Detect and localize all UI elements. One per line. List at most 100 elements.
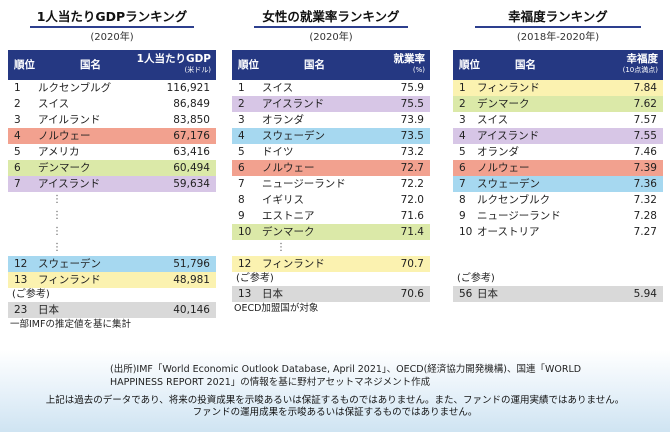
rank-cell: 6 [238, 162, 245, 174]
ellipsis-row: ⋮ [8, 240, 216, 256]
country-cell: デンマーク [262, 226, 315, 238]
header-country: 国名 [80, 59, 101, 71]
table-row: 4 アイスランド 7.55 [453, 128, 663, 144]
rank-cell: 56 [459, 288, 473, 300]
panel-year: (2020年) [90, 32, 134, 43]
rank-cell: 10 [459, 226, 473, 238]
ellipsis: ⋮ [52, 226, 62, 237]
rank-cell: 5 [459, 146, 466, 158]
country-cell: アメリカ [38, 146, 80, 158]
rank-cell: 13 [238, 288, 252, 300]
table-row: 10 デンマーク 71.4 [232, 224, 430, 240]
country-cell: デンマーク [38, 162, 91, 174]
gdp-ranking-panel: 1人当たりGDPランキング (2020年) 順位 国名 1人当たりGDP (米ドル… [8, 8, 216, 332]
value-cell: 71.6 [400, 210, 424, 222]
reference-label: (ご参考) [12, 289, 50, 300]
value-cell: 73.5 [400, 130, 424, 142]
table-body: 1 スイス 75.9 2 アイスランド 75.5 3 オランダ 73.9 4 スウェーデン 73.5 5… [232, 80, 430, 316]
table-row: 7 ニュージーランド 72.2 [232, 176, 430, 192]
table-row: 3 アイルランド 83,850 [8, 112, 216, 128]
table-row: 12 スウェーデン 51,796 [8, 256, 216, 272]
table-row: 10 オーストリア 7.27 [453, 224, 663, 240]
country-cell: ノルウェー [38, 130, 91, 142]
value-cell: 7.28 [633, 210, 657, 222]
rank-cell: 4 [14, 130, 21, 142]
rank-cell: 3 [459, 114, 466, 126]
country-cell: スウェーデン [477, 178, 540, 190]
female-employment-panel: 女性の就業率ランキング (2020年) 順位 国名 就業率 (%) 1 スイス 75.… [232, 8, 430, 316]
rank-cell: 9 [459, 210, 466, 222]
disclaimer-line-1: 上記は過去のデータであり、将来の投資成果を示唆あるいは保証するものではありません… [45, 395, 625, 406]
rank-cell: 1 [238, 82, 245, 94]
country-cell: ノルウェー [262, 162, 315, 174]
table-row: 8 ルクセンブルク 7.32 [453, 192, 663, 208]
ellipsis-row: ⋮ [8, 208, 216, 224]
country-cell: アイスランド [477, 130, 540, 142]
value-cell: 75.5 [400, 98, 424, 110]
value-cell: 63,416 [173, 146, 210, 158]
table-row: 1 フィンランド 7.84 [453, 80, 663, 96]
header-country: 国名 [515, 59, 536, 71]
value-cell: 51,796 [173, 258, 210, 270]
table-row: 9 ニュージーランド 7.28 [453, 208, 663, 224]
rank-cell: 2 [14, 98, 21, 110]
table-row: 56 日本 5.94 [453, 286, 663, 302]
country-cell: フィンランド [38, 274, 101, 286]
rank-cell: 8 [238, 194, 245, 206]
table-row: 7 アイスランド 59,634 [8, 176, 216, 192]
table-header: 順位 国名 就業率 (%) [232, 50, 430, 80]
footer-background [0, 350, 670, 432]
country-cell: ドイツ [262, 146, 294, 158]
value-cell: 75.9 [400, 82, 424, 94]
country-cell: アイスランド [38, 178, 101, 190]
table-row: 4 ノルウェー 67,176 [8, 128, 216, 144]
country-cell: デンマーク [477, 98, 530, 110]
value-cell: 73.9 [400, 114, 424, 126]
value-cell: 72.0 [400, 194, 424, 206]
table-header: 順位 国名 1人当たりGDP (米ドル) [8, 50, 216, 80]
panel-year: (2018年-2020年) [516, 32, 600, 43]
panel-title: 女性の就業率ランキング [254, 8, 408, 28]
country-cell: 日本 [477, 288, 498, 300]
rank-cell: 2 [459, 98, 466, 110]
value-cell: 86,849 [173, 98, 210, 110]
rank-cell: 10 [238, 226, 252, 238]
country-cell: ニュージーランド [477, 210, 561, 222]
ellipsis-row: ⋮ [8, 224, 216, 240]
happiness-ranking-panel: 幸福度ランキング (2018年-2020年) 順位 国名 幸福度 (10点満点) … [453, 8, 663, 302]
country-cell: アイルランド [38, 114, 101, 126]
rank-cell: 5 [14, 146, 21, 158]
country-cell: 日本 [262, 288, 283, 300]
rank-cell: 1 [459, 82, 466, 94]
rank-cell: 8 [459, 194, 466, 206]
country-cell: ルクセンブルグ [38, 82, 112, 94]
country-cell: エストニア [262, 210, 315, 222]
ellipsis: ⋮ [52, 194, 62, 205]
value-cell: 70.6 [400, 288, 424, 300]
rank-cell: 9 [238, 210, 245, 222]
value-cell: 60,494 [173, 162, 210, 174]
country-cell: ノルウェー [477, 162, 530, 174]
value-cell: 72.2 [400, 178, 424, 190]
ellipsis: ⋮ [52, 242, 62, 253]
value-cell: 7.39 [633, 162, 657, 174]
value-cell: 7.62 [633, 98, 657, 110]
country-cell: イギリス [262, 194, 304, 206]
country-cell: フィンランド [262, 258, 325, 270]
value-cell: 7.46 [633, 146, 657, 158]
country-cell: オランダ [262, 114, 304, 126]
country-cell: オランダ [477, 146, 519, 158]
disclaimer: 上記は過去のデータであり、将来の投資成果を示唆あるいは保証するものではありません… [0, 395, 670, 419]
value-cell: 116,921 [166, 82, 210, 94]
table-row: 6 デンマーク 60,494 [8, 160, 216, 176]
header-value: 幸福度 (10点満点) [622, 53, 658, 75]
country-cell: ルクセンブルク [477, 194, 551, 206]
country-cell: スウェーデン [262, 130, 325, 142]
table-header: 順位 国名 幸福度 (10点満点) [453, 50, 663, 80]
value-cell: 7.57 [633, 114, 657, 126]
country-cell: オーストリア [477, 226, 540, 238]
rank-cell: 7 [238, 178, 245, 190]
table-row: 2 アイスランド 75.5 [232, 96, 430, 112]
disclaimer-line-2: ファンドの運用成果を示唆あるいは保証するものではありません。 [192, 407, 478, 418]
rank-cell: 7 [14, 178, 21, 190]
